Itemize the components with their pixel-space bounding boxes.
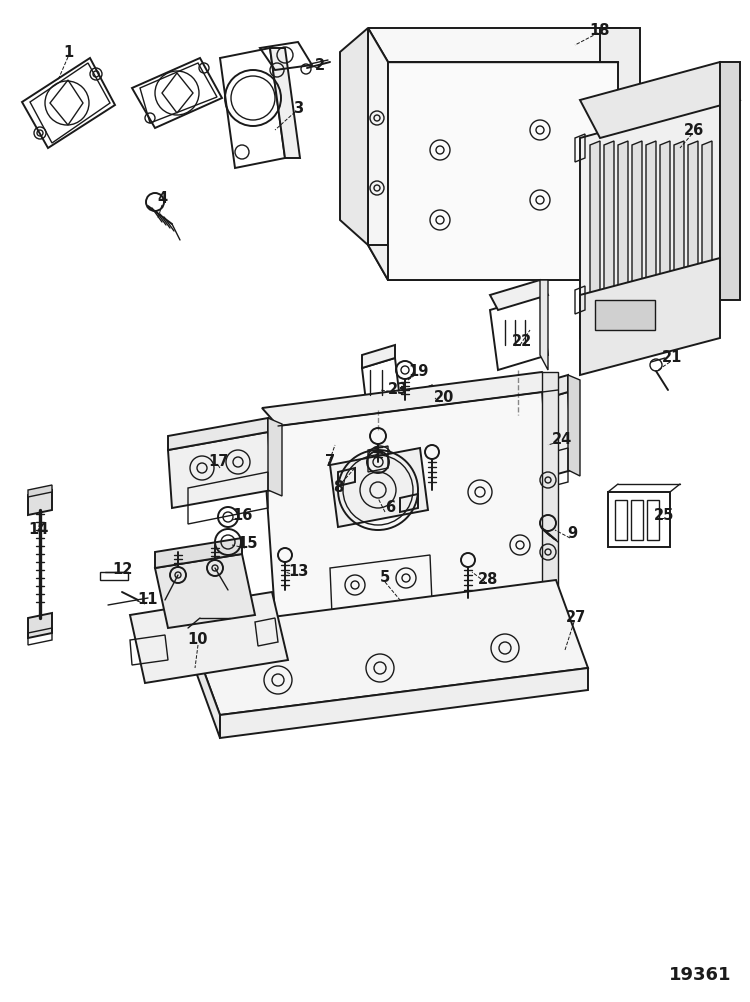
Polygon shape: [28, 613, 52, 638]
Text: 22: 22: [512, 335, 532, 350]
Text: 28: 28: [478, 572, 498, 587]
Polygon shape: [580, 62, 740, 138]
Polygon shape: [632, 141, 642, 294]
Polygon shape: [368, 245, 640, 280]
Text: 26: 26: [684, 122, 704, 137]
Polygon shape: [368, 28, 640, 62]
Bar: [608, 492, 670, 547]
Polygon shape: [590, 141, 600, 294]
Text: 2: 2: [315, 57, 325, 72]
Polygon shape: [660, 141, 670, 294]
Polygon shape: [28, 485, 52, 497]
Text: 17: 17: [208, 455, 228, 470]
Text: 9: 9: [567, 525, 577, 540]
Bar: [647, 500, 659, 540]
Polygon shape: [540, 280, 548, 370]
Text: 25: 25: [654, 508, 674, 523]
Polygon shape: [130, 592, 288, 683]
Polygon shape: [542, 372, 558, 622]
Polygon shape: [600, 28, 640, 280]
Polygon shape: [188, 580, 588, 715]
Polygon shape: [168, 432, 272, 508]
Text: 5: 5: [380, 570, 390, 585]
Polygon shape: [674, 141, 684, 294]
Bar: [615, 500, 627, 540]
Polygon shape: [168, 418, 268, 450]
Polygon shape: [488, 392, 572, 492]
Polygon shape: [488, 375, 568, 415]
Text: 11: 11: [138, 592, 158, 607]
Polygon shape: [604, 141, 614, 294]
Polygon shape: [330, 448, 428, 527]
Text: 3: 3: [293, 100, 303, 115]
Bar: [100, 572, 128, 580]
Text: 27: 27: [566, 610, 586, 625]
Text: 16: 16: [232, 508, 252, 523]
Polygon shape: [28, 490, 52, 515]
Text: 19: 19: [408, 365, 428, 380]
Polygon shape: [702, 141, 712, 294]
Polygon shape: [155, 554, 255, 628]
Bar: [595, 300, 655, 330]
Text: 18: 18: [590, 22, 610, 37]
Polygon shape: [388, 62, 618, 280]
Text: 7: 7: [325, 455, 335, 470]
Text: 20: 20: [433, 391, 454, 406]
Text: 19361: 19361: [669, 966, 731, 984]
Polygon shape: [720, 62, 740, 300]
Polygon shape: [688, 141, 698, 294]
Text: 24: 24: [552, 433, 572, 448]
Polygon shape: [646, 141, 656, 294]
Polygon shape: [262, 372, 558, 426]
Text: 1: 1: [63, 44, 74, 59]
Polygon shape: [188, 628, 220, 738]
Polygon shape: [220, 668, 588, 738]
Polygon shape: [262, 390, 558, 658]
Text: 23: 23: [388, 383, 408, 398]
Polygon shape: [268, 418, 282, 496]
Polygon shape: [362, 345, 395, 368]
Text: 8: 8: [333, 481, 343, 496]
Polygon shape: [340, 28, 368, 245]
Polygon shape: [270, 48, 300, 158]
Polygon shape: [580, 100, 720, 338]
Polygon shape: [618, 141, 628, 294]
Polygon shape: [580, 258, 720, 375]
Text: 6: 6: [385, 501, 395, 515]
Text: 10: 10: [188, 632, 209, 647]
Text: 14: 14: [28, 522, 48, 537]
Bar: [631, 500, 643, 540]
Text: 21: 21: [662, 351, 682, 366]
Polygon shape: [490, 280, 548, 310]
Text: 15: 15: [238, 536, 258, 551]
Text: 13: 13: [288, 564, 308, 579]
Text: 12: 12: [112, 562, 132, 577]
Text: 4: 4: [157, 190, 167, 205]
Polygon shape: [155, 538, 242, 568]
Polygon shape: [368, 28, 388, 280]
Polygon shape: [568, 375, 580, 476]
